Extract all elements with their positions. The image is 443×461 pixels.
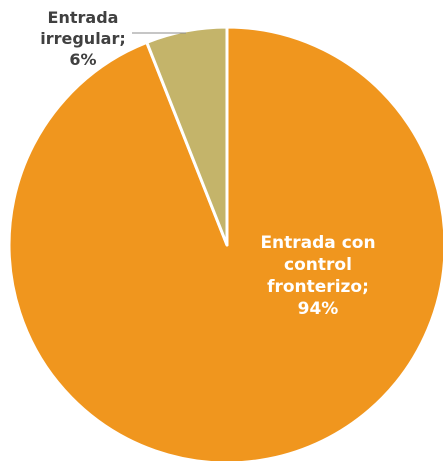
slice-label: Entrada irregular; 6%	[28, 8, 138, 70]
slice-label: Entrada con control fronterizo; 94%	[248, 232, 388, 320]
category-label: Entrada irregular;	[40, 8, 126, 48]
pie-slice	[145, 25, 229, 247]
category-label: Entrada con control fronterizo;	[260, 233, 376, 298]
value-label: 94%	[297, 299, 339, 320]
value-label: 6%	[69, 49, 97, 69]
